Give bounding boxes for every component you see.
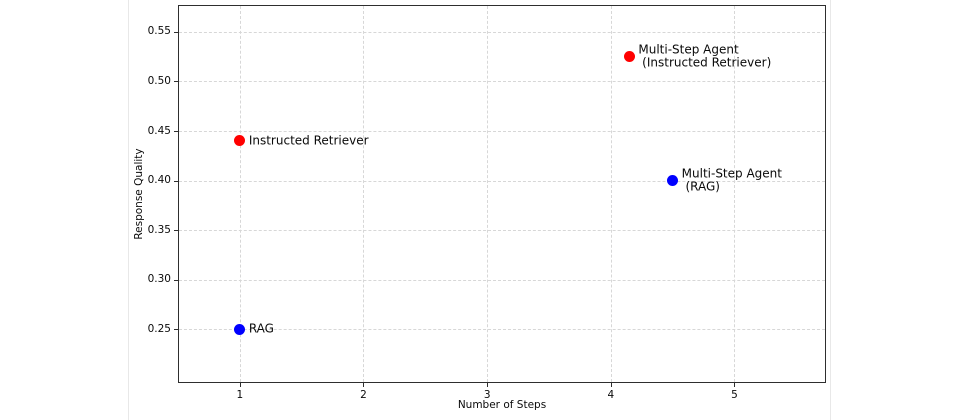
x-tick-label-2: 2 bbox=[360, 389, 367, 401]
point-label-instructed-retriever: Instructed Retriever bbox=[248, 133, 369, 148]
plot-area bbox=[178, 5, 826, 383]
y-tick-mark-0.55 bbox=[174, 31, 178, 33]
x-gridline-3 bbox=[487, 6, 489, 382]
point-label-multi-step-agent-rag: Multi-Step Agent (RAG) bbox=[681, 166, 782, 194]
data-point-instructed-retriever bbox=[234, 135, 246, 147]
point-label-multi-step-agent-instructed-retriever: Multi-Step Agent (Instructed Retriever) bbox=[638, 42, 772, 70]
y-gridline-0.30 bbox=[179, 279, 825, 281]
x-gridline-5 bbox=[734, 6, 736, 382]
y-tick-label-0.55: 0.55 bbox=[147, 25, 171, 38]
figure-right-edge bbox=[830, 0, 831, 420]
figure-left-edge bbox=[128, 0, 129, 420]
x-tick-mark-2 bbox=[363, 383, 365, 387]
x-tick-mark-1 bbox=[239, 383, 241, 387]
y-tick-mark-0.50 bbox=[174, 81, 178, 83]
x-tick-label-4: 4 bbox=[607, 389, 615, 401]
y-gridline-0.25 bbox=[179, 329, 825, 331]
y-gridline-0.50 bbox=[179, 81, 825, 83]
y-gridline-0.45 bbox=[179, 131, 825, 132]
y-tick-mark-0.45 bbox=[174, 131, 178, 132]
x-gridline-4 bbox=[610, 6, 612, 382]
data-point-multi-step-agent-instructed-retriever bbox=[623, 51, 635, 63]
y-axis-label: Response Quality bbox=[133, 148, 145, 240]
figure: Number of Steps Response Quality 1 2 3 4 5 0.… bbox=[128, 0, 831, 420]
y-tick-label-0.25: 0.25 bbox=[147, 322, 171, 335]
x-tick-mark-3 bbox=[487, 383, 489, 387]
x-axis-label: Number of Steps bbox=[457, 399, 547, 411]
y-tick-label-0.35: 0.35 bbox=[147, 223, 171, 236]
y-tick-mark-0.35 bbox=[174, 230, 178, 232]
x-tick-label-3: 3 bbox=[483, 389, 491, 401]
x-gridline-2 bbox=[363, 6, 365, 382]
y-gridline-0.40 bbox=[179, 180, 825, 182]
y-tick-mark-0.25 bbox=[174, 329, 178, 331]
y-tick-label-0.30: 0.30 bbox=[147, 273, 171, 286]
x-tick-label-5: 5 bbox=[731, 389, 738, 401]
y-tick-label-0.50: 0.50 bbox=[147, 74, 171, 87]
y-tick-label-0.45: 0.45 bbox=[147, 124, 171, 137]
y-gridline-0.55 bbox=[179, 31, 825, 33]
x-tick-mark-5 bbox=[734, 383, 736, 387]
y-tick-label-0.40: 0.40 bbox=[147, 174, 171, 187]
data-point-multi-step-agent-rag bbox=[667, 175, 679, 187]
point-label-rag: RAG bbox=[248, 321, 274, 336]
y-tick-mark-0.30 bbox=[174, 279, 178, 281]
y-gridline-0.35 bbox=[179, 230, 825, 232]
y-tick-mark-0.40 bbox=[174, 180, 178, 182]
x-tick-mark-4 bbox=[610, 383, 612, 387]
x-tick-label-1: 1 bbox=[236, 389, 244, 401]
data-point-rag bbox=[234, 323, 246, 335]
x-gridline-1 bbox=[239, 6, 241, 382]
